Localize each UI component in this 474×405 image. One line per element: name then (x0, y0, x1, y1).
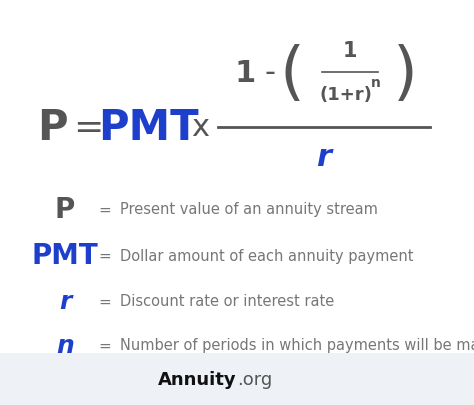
Text: Dollar amount of each annuity payment: Dollar amount of each annuity payment (120, 248, 413, 263)
Text: Number of periods in which payments will be made: Number of periods in which payments will… (120, 338, 474, 353)
Text: PMT: PMT (32, 241, 99, 269)
Text: (: ( (280, 44, 304, 106)
Text: n: n (56, 333, 74, 357)
Text: =: = (99, 294, 111, 309)
Text: ): ) (392, 44, 418, 106)
Bar (0, 353, 474, 405)
Text: =: = (99, 338, 111, 353)
Text: 1: 1 (343, 41, 357, 61)
Text: r: r (59, 289, 71, 313)
Text: =: = (99, 248, 111, 263)
Text: =: = (73, 111, 103, 145)
Text: x: x (191, 113, 209, 142)
Text: Discount rate or interest rate: Discount rate or interest rate (120, 294, 334, 309)
Text: 1: 1 (234, 58, 255, 87)
Text: P: P (36, 107, 67, 149)
Text: -: - (264, 58, 275, 87)
Text: Annuity: Annuity (158, 370, 237, 388)
Text: =: = (99, 202, 111, 217)
Text: (1+r): (1+r) (319, 86, 373, 104)
Text: Present value of an annuity stream: Present value of an annuity stream (120, 202, 378, 217)
Text: n: n (371, 76, 381, 90)
Text: P: P (55, 196, 75, 224)
Text: PMT: PMT (98, 107, 198, 149)
Text: .org: .org (237, 370, 272, 388)
Text: r: r (317, 143, 331, 172)
